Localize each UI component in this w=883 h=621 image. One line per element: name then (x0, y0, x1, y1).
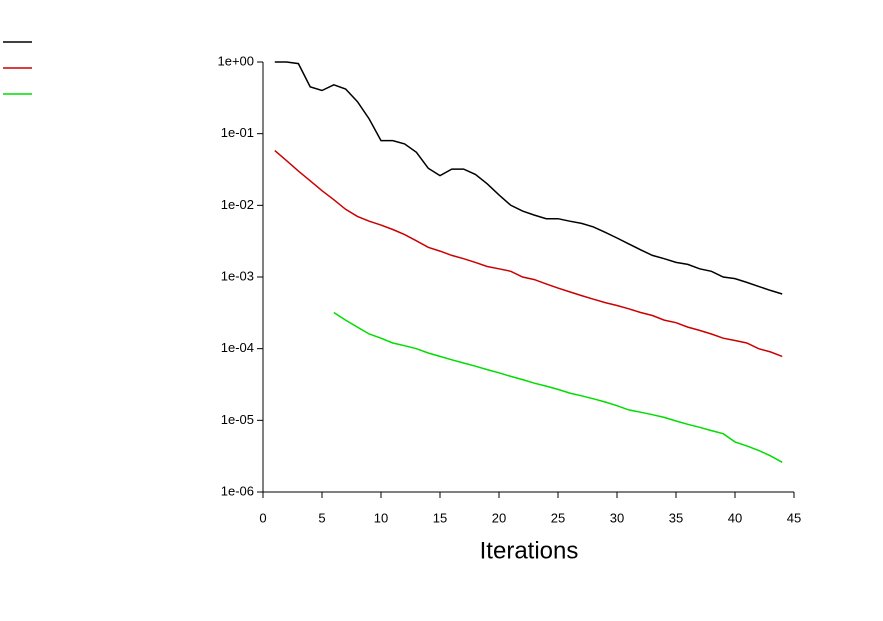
x-tick-label: 40 (728, 510, 742, 525)
y-tick-label: 1e-06 (221, 483, 254, 498)
x-tick-label: 5 (318, 510, 325, 525)
y-tick-label: 1e-03 (221, 268, 254, 283)
x-tick-label: 15 (433, 510, 447, 525)
series-line (274, 61, 783, 295)
y-tick-label: 1e-05 (221, 412, 254, 427)
y-tick-label: 1e-01 (221, 125, 254, 140)
y-tick-label: 1e+00 (217, 53, 254, 68)
x-tick-label: 10 (374, 510, 388, 525)
series-line (274, 150, 783, 358)
x-tick-label: 45 (787, 510, 801, 525)
y-tick-label: 1e-02 (221, 197, 254, 212)
x-tick-label: 30 (610, 510, 624, 525)
x-tick-label: 0 (259, 510, 266, 525)
y-tick-label: 1e-04 (221, 340, 254, 355)
x-tick-label: 35 (669, 510, 683, 525)
x-tick-label: 25 (551, 510, 565, 525)
x-tick-label: 20 (492, 510, 506, 525)
series-line (333, 311, 783, 463)
x-axis-label: Iterations (480, 537, 579, 564)
